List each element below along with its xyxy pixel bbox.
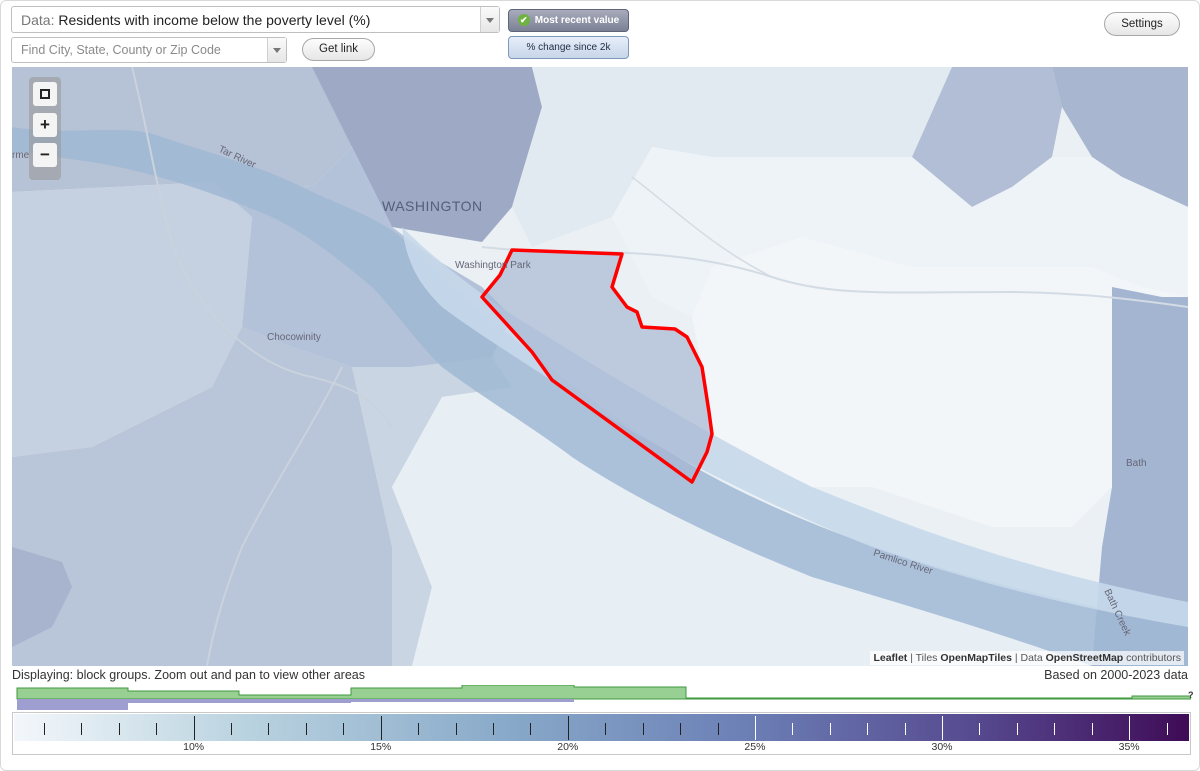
legend-major-tick	[1129, 716, 1131, 740]
legend-minor-tick	[717, 723, 719, 735]
attribution-leaflet-link[interactable]: Leaflet	[873, 652, 908, 664]
get-link-button[interactable]: Get link	[302, 38, 375, 61]
data-select[interactable]: Data: Residents with income below the po…	[11, 6, 500, 33]
legend-minor-tick	[680, 723, 682, 735]
legend-major-tick	[567, 716, 569, 740]
block-group	[612, 147, 1188, 317]
estuary-water	[402, 227, 1188, 627]
legend-minor-tick	[118, 723, 120, 735]
block-group	[912, 67, 1062, 207]
legend-major-tick	[193, 716, 195, 740]
histogram-selected-bin	[351, 699, 574, 702]
legend-minor-tick	[81, 723, 83, 735]
map-canvas	[12, 67, 1188, 666]
block-group	[12, 182, 252, 457]
block-group	[12, 547, 72, 647]
legend-major-tick	[754, 716, 756, 740]
data-select-prefix: Data:	[21, 12, 55, 28]
displaying-info: Displaying: block groups. Zoom out and p…	[12, 668, 365, 682]
legend-minor-tick	[305, 723, 307, 735]
histogram-selected-bin	[17, 699, 128, 710]
legend-label: 30%	[931, 741, 953, 753]
block-group	[1052, 67, 1188, 207]
legend-minor-tick	[418, 723, 420, 735]
search-placeholder: Find City, State, County or Zip Code	[21, 43, 221, 57]
legend-gradient	[14, 714, 1189, 741]
legend-label: 10%	[183, 741, 205, 753]
zoom-control: + −	[29, 77, 61, 180]
legend-minor-tick	[605, 723, 607, 735]
attribution-sep: | Tiles	[907, 652, 941, 664]
data-select-text: Data: Residents with income below the po…	[21, 12, 370, 28]
legend-minor-tick	[231, 723, 233, 735]
most-recent-value-toggle[interactable]: ✔ Most recent value	[508, 9, 629, 32]
most-recent-value-label: Most recent value	[534, 15, 620, 26]
histogram-help-icon[interactable]: ?	[1188, 690, 1194, 700]
legend-minor-tick	[979, 723, 981, 735]
map-label-bath: Bath	[1126, 458, 1147, 469]
legend-minor-tick	[867, 723, 869, 735]
legend-label: 35%	[1118, 741, 1140, 753]
map-label-edge: rme	[12, 150, 30, 161]
histogram-all-areas	[16, 685, 1191, 700]
color-legend: 10% 15% 20% 25% 30% 35%	[12, 712, 1191, 755]
legend-minor-tick	[829, 723, 831, 735]
legend-minor-tick	[904, 723, 906, 735]
legend-minor-tick	[455, 723, 457, 735]
legend-minor-tick	[43, 723, 45, 735]
zoom-out-icon[interactable]: −	[33, 143, 57, 167]
distribution-histogram	[16, 685, 1191, 710]
legend-label: 20%	[557, 741, 579, 753]
selected-area-outline[interactable]	[480, 248, 714, 484]
attribution-osm-link[interactable]: OpenStreetMap	[1045, 652, 1124, 664]
legend-minor-tick	[343, 723, 345, 735]
block-group	[352, 357, 512, 666]
histogram-selected-bin	[128, 699, 351, 703]
legend-minor-tick	[1016, 723, 1018, 735]
legend-minor-tick	[1054, 723, 1056, 735]
check-icon: ✔	[517, 14, 530, 27]
percent-change-toggle[interactable]: % change since 2k	[508, 36, 629, 59]
legend-minor-tick	[792, 723, 794, 735]
legend-minor-tick	[530, 723, 532, 735]
location-search-input[interactable]: Find City, State, County or Zip Code	[11, 37, 287, 63]
map-attribution: Leaflet | Tiles OpenMapTiles | Data Open…	[870, 651, 1184, 665]
road	[631, 176, 773, 278]
legend-minor-tick	[1166, 723, 1168, 735]
data-select-value: Residents with income below the poverty …	[58, 12, 371, 28]
river-water	[12, 127, 1188, 666]
legend-major-tick	[380, 716, 382, 740]
road	[206, 366, 343, 666]
chevron-down-icon[interactable]	[267, 38, 286, 62]
map-label-washington-park: Washington Park	[455, 260, 531, 271]
extent-icon[interactable]	[33, 82, 57, 106]
attribution-contributors: contributors	[1123, 652, 1181, 664]
road	[131, 67, 393, 428]
chevron-down-icon[interactable]	[480, 7, 499, 32]
map-label-washington: WASHINGTON	[382, 198, 483, 214]
legend-label: 15%	[370, 741, 392, 753]
map-label-chocowinity: Chocowinity	[267, 332, 321, 343]
legend-minor-tick	[1091, 723, 1093, 735]
legend-major-tick	[942, 716, 944, 740]
block-group	[1092, 287, 1188, 666]
block-group	[12, 327, 392, 666]
data-range-info: Based on 2000-2023 data	[1044, 668, 1188, 682]
map-view[interactable]: WASHINGTON Washington Park Chocowinity B…	[12, 67, 1188, 666]
legend-minor-tick	[268, 723, 270, 735]
zoom-in-icon[interactable]: +	[33, 113, 57, 137]
legend-minor-tick	[156, 723, 158, 735]
legend-minor-tick	[642, 723, 644, 735]
attribution-tiles-link[interactable]: OpenMapTiles	[940, 652, 1012, 664]
block-group	[692, 237, 1188, 527]
settings-button[interactable]: Settings	[1104, 12, 1180, 36]
attribution-sep: | Data	[1011, 652, 1046, 664]
legend-label: 25%	[744, 741, 766, 753]
block-group	[312, 67, 542, 242]
legend-minor-tick	[492, 723, 494, 735]
